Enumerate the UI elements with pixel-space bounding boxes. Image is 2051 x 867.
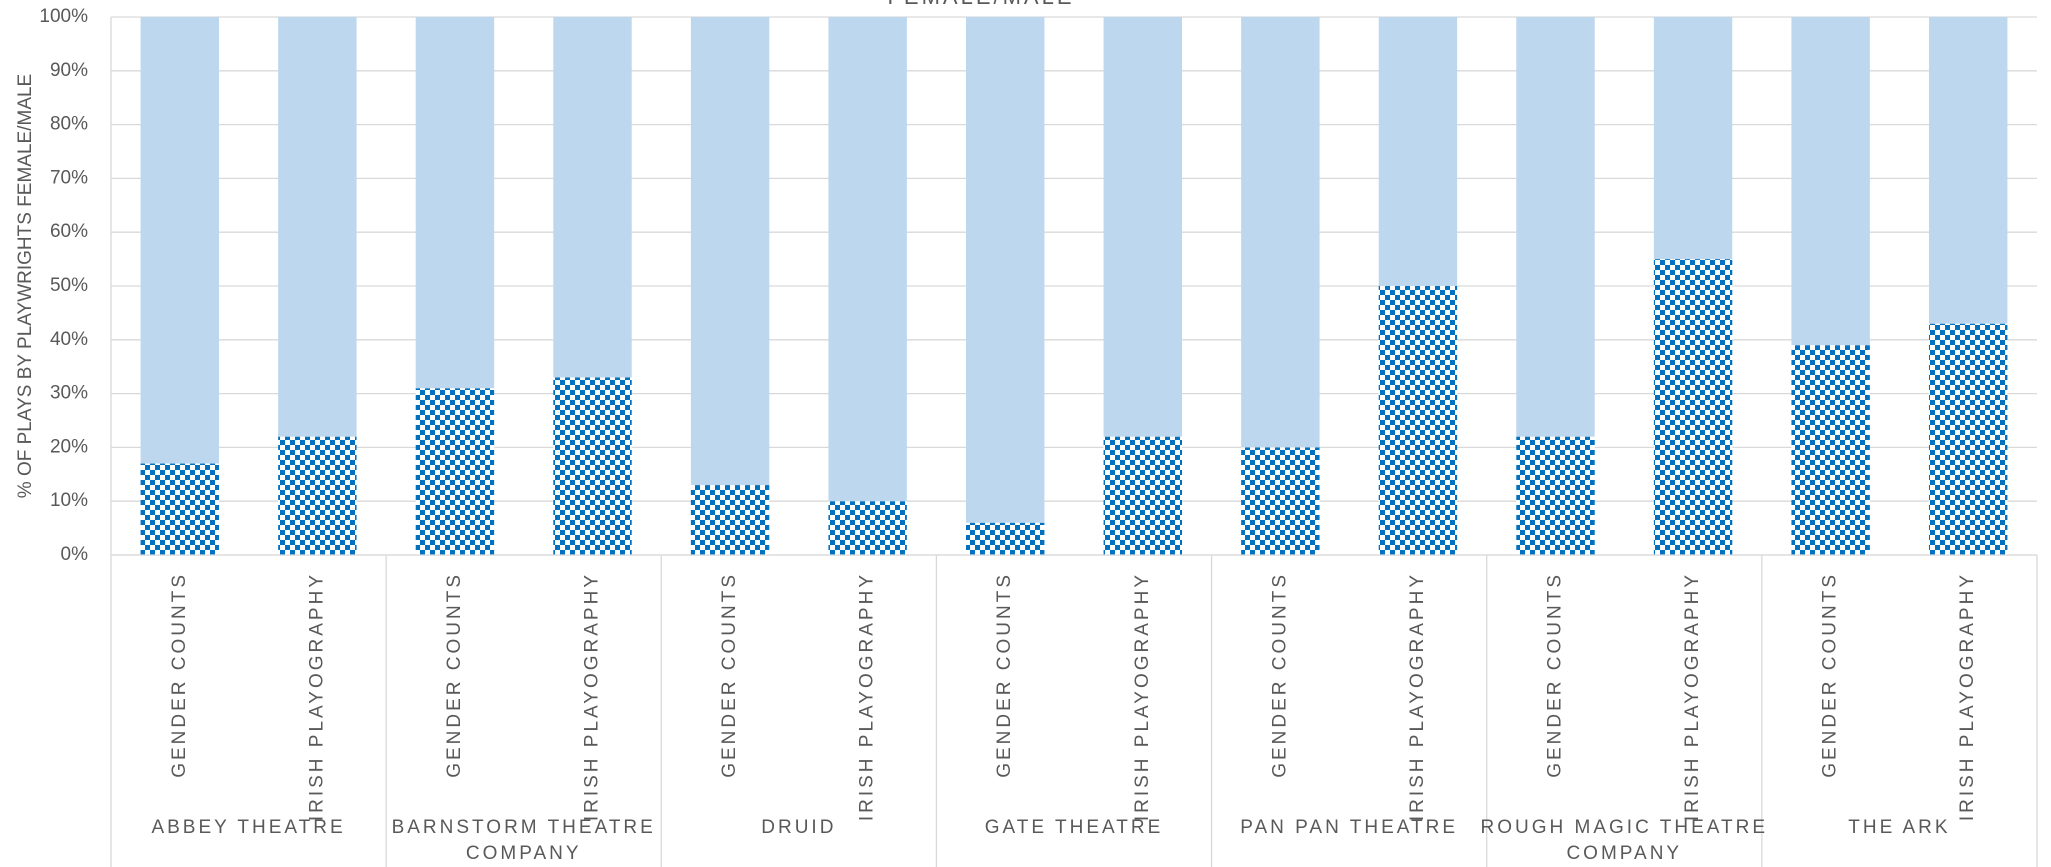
bar-segment: [1929, 17, 2008, 324]
chart-title: FEMALE/MALE: [887, 0, 1074, 9]
x-tick-label: GENDER COUNTS: [444, 572, 465, 778]
y-tick-label: 70%: [50, 167, 88, 188]
bar-segment: [1653, 17, 1733, 260]
group-label: THE ARK: [1848, 817, 1950, 838]
y-tick-label: 60%: [50, 221, 88, 242]
bar-segment: [553, 17, 632, 378]
x-tick-label: IRISH PLAYOGRAPHY: [1682, 572, 1703, 821]
group-label: PAN PAN THEATRE: [1240, 817, 1458, 838]
group-label: ROUGH MAGIC THEATRE COMPANY: [1481, 817, 1768, 864]
x-tick-label: IRISH PLAYOGRAPHY: [582, 572, 603, 821]
bar-segment: [1241, 17, 1320, 448]
x-tick-label: GENDER COUNTS: [169, 572, 190, 778]
bar-segment: [1791, 17, 1870, 346]
group-label: BARNSTORM THEATRE COMPANY: [392, 817, 656, 864]
x-tick-label: IRISH PLAYOGRAPHY: [306, 572, 327, 821]
y-tick-label: 0%: [61, 544, 89, 565]
y-tick-label: 30%: [50, 383, 88, 404]
bar-segment: [1241, 447, 1320, 555]
x-tick-label: GENDER COUNTS: [1269, 572, 1290, 778]
bar-segment: [415, 388, 495, 555]
x-tick-label: IRISH PLAYOGRAPHY: [1957, 572, 1978, 821]
x-tick-label: GENDER COUNTS: [1820, 572, 1841, 778]
bar-segment: [278, 17, 357, 437]
bar-segment: [966, 522, 1045, 555]
y-tick-label: 10%: [50, 490, 88, 511]
y-tick-label: 50%: [50, 275, 88, 296]
y-tick-label: 40%: [50, 329, 88, 350]
bar-segment: [140, 463, 219, 555]
group-label: ABBEY THEATRE: [151, 817, 345, 838]
bar-segment: [1653, 259, 1733, 555]
y-tick-label: 100%: [39, 6, 88, 27]
bar-segment: [1103, 436, 1182, 555]
bar-segment: [140, 17, 219, 464]
y-tick-label: 90%: [50, 60, 88, 81]
bar-segment: [415, 17, 495, 389]
bar-segment: [1378, 17, 1458, 286]
bar-segment: [690, 485, 770, 555]
bar-segment: [690, 17, 770, 486]
bar-segment: [1378, 286, 1458, 555]
x-tick-label: IRISH PLAYOGRAPHY: [857, 572, 878, 821]
x-tick-label: IRISH PLAYOGRAPHY: [1407, 572, 1428, 821]
bar-segment: [1103, 17, 1182, 437]
bar-segment: [278, 436, 357, 555]
bar-segment: [828, 17, 907, 502]
x-tick-label: IRISH PLAYOGRAPHY: [1132, 572, 1153, 821]
group-label: GATE THEATRE: [985, 817, 1164, 838]
bar-segment: [1516, 436, 1595, 555]
bar-segment: [1516, 17, 1595, 437]
bar-segment: [1791, 345, 1870, 555]
bar-segment: [553, 377, 632, 555]
bar-segment: [828, 501, 907, 555]
x-tick-label: GENDER COUNTS: [994, 572, 1015, 778]
y-tick-label: 80%: [50, 114, 88, 135]
x-tick-label: GENDER COUNTS: [719, 572, 740, 778]
bar-segment: [1929, 323, 2008, 555]
group-label: DRUID: [761, 817, 836, 838]
y-axis-label: % OF PLAYS BY PLAYWRIGHTS FEMALE/MALE: [15, 74, 36, 498]
x-tick-label: GENDER COUNTS: [1545, 572, 1566, 778]
y-tick-label: 20%: [50, 436, 88, 457]
bar-segment: [966, 17, 1045, 523]
